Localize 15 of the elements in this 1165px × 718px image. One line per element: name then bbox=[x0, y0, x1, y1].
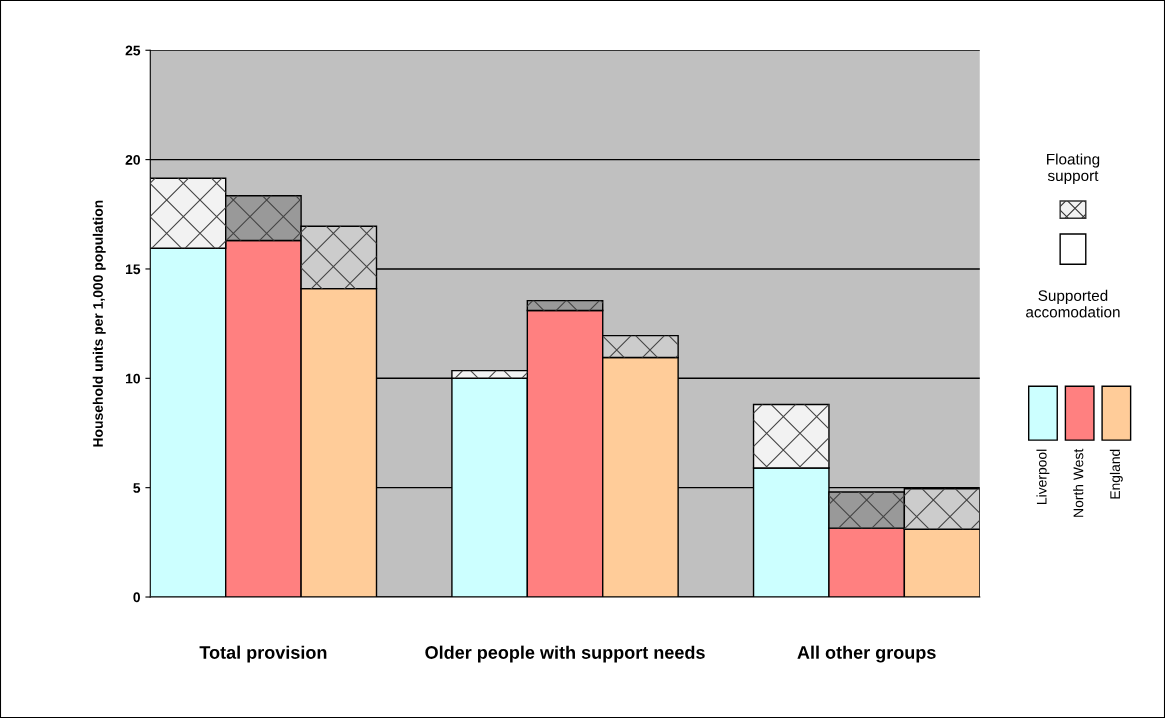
y-axis-title: Household units per 1,000 population bbox=[92, 200, 106, 447]
y-tick-label: 0 bbox=[133, 592, 140, 603]
text: England bbox=[1109, 449, 1123, 499]
x-tick-label: Total provision bbox=[199, 645, 327, 663]
text: Liverpool bbox=[1036, 449, 1050, 504]
text: Floating support bbox=[1047, 153, 1100, 185]
y-tick-label: 25 bbox=[125, 45, 141, 56]
text: North West bbox=[1073, 448, 1084, 517]
text: Supported accomodation bbox=[1026, 289, 1120, 318]
y-tick-label: 20 bbox=[125, 154, 140, 165]
y-tick-label: 5 bbox=[133, 483, 141, 493]
y-tick-label: 15 bbox=[125, 264, 141, 275]
x-tick-label: Older people with support needs bbox=[425, 645, 705, 663]
x-tick-label: All other groups bbox=[797, 645, 936, 663]
y-tick-label: 10 bbox=[125, 373, 140, 384]
